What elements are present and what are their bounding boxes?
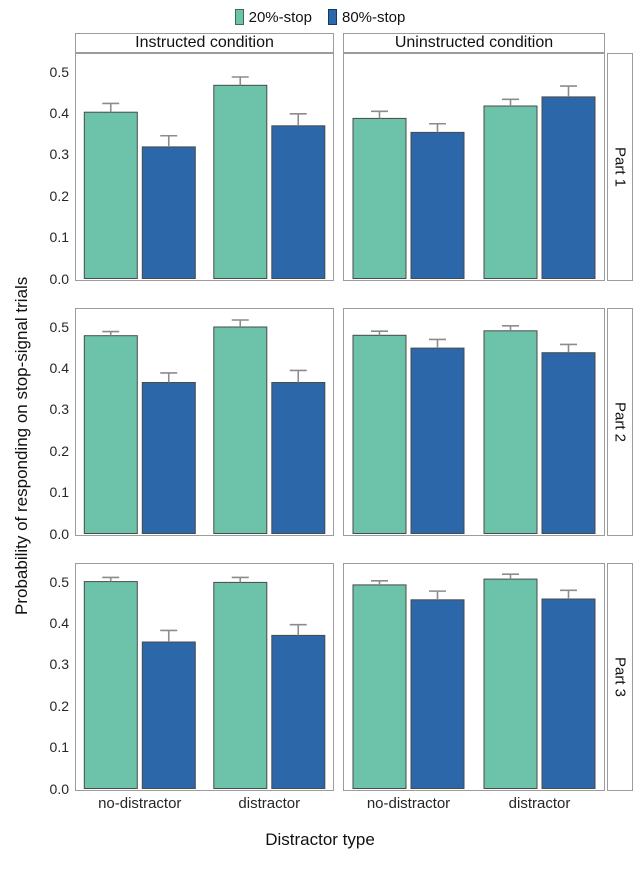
panel-Part 1-Uninstructed condition (343, 53, 605, 281)
bar-20%-stop-distractor (483, 105, 538, 279)
y-tick-label: 0.0 (49, 270, 69, 287)
legend: 20%-stop 80%-stop (0, 6, 640, 28)
legend-label: 80%-stop (342, 8, 406, 26)
bar-20%-stop-distractor (213, 581, 268, 790)
legend-swatch-icon (234, 9, 244, 25)
y-tick-label: 0.3 (49, 656, 69, 673)
x-axis-title: Distractor type (265, 830, 375, 849)
y-tick-label: 0.0 (49, 525, 69, 542)
y-tick-label: 0.4 (49, 614, 69, 631)
bar-80%-stop-no-distractor (141, 382, 196, 534)
facet-row-strip: Part 3 (607, 563, 633, 791)
facet-row-strip: Part 1 (607, 53, 633, 281)
facet-row-strip-label: Part 1 (611, 146, 629, 188)
bar-80%-stop-distractor (541, 96, 596, 280)
y-tick-label: 0.2 (49, 697, 69, 714)
panel-Part 3-Instructed condition (75, 563, 334, 791)
y-tick-label: 0.4 (49, 359, 69, 376)
y-tick-label: 0.1 (49, 484, 69, 501)
y-tick-label: 0.2 (49, 442, 69, 459)
facet-row-strip: Part 2 (607, 308, 633, 536)
bar-80%-stop-distractor (271, 634, 326, 790)
y-tick-label: 0.5 (49, 318, 69, 335)
y-tick-label: 0.5 (49, 573, 69, 590)
facet-col-strip: Instructed condition (75, 33, 334, 53)
bar-20%-stop-distractor (483, 578, 538, 789)
bar-80%-stop-no-distractor (141, 146, 196, 280)
bar-20%-stop-no-distractor (352, 334, 407, 534)
bar-80%-stop-distractor (541, 352, 596, 535)
bar-20%-stop-distractor (213, 84, 268, 279)
facet-row-strip-label: Part 2 (611, 401, 629, 443)
legend-label: 20%-stop (248, 8, 312, 26)
bar-20%-stop-no-distractor (352, 117, 407, 280)
bar-20%-stop-no-distractor (83, 335, 138, 535)
bar-80%-stop-no-distractor (410, 131, 465, 280)
y-axis-title: Probability of responding on stop-signal… (12, 276, 31, 615)
bar-20%-stop-no-distractor (83, 111, 138, 280)
legend-item-20%-stop: 20%-stop (234, 8, 312, 26)
bar-20%-stop-distractor (483, 330, 538, 534)
bar-80%-stop-no-distractor (410, 599, 465, 789)
x-tick-label: no-distractor (98, 795, 182, 812)
panel-Part 2-Uninstructed condition (343, 308, 605, 536)
x-tick-label: no-distractor (366, 795, 451, 812)
bar-80%-stop-no-distractor (141, 641, 196, 789)
y-tick-label: 0.3 (49, 146, 69, 163)
bar-80%-stop-no-distractor (410, 347, 465, 534)
bar-20%-stop-no-distractor (83, 581, 138, 789)
bar-80%-stop-distractor (271, 125, 326, 279)
legend-item-80%-stop: 80%-stop (328, 9, 405, 26)
panel-Part 3-Uninstructed condition (343, 563, 605, 791)
y-tick-label: 0.3 (49, 401, 69, 418)
y-tick-label: 0.4 (49, 104, 69, 121)
panel-Part 2-Instructed condition (75, 308, 334, 536)
panel-Part 1-Instructed condition (75, 53, 334, 281)
bar-80%-stop-distractor (541, 598, 596, 789)
y-tick-label: 0.2 (49, 187, 69, 204)
y-tick-label: 0.1 (49, 739, 69, 756)
bar-80%-stop-distractor (271, 382, 326, 534)
facet-row-strip-label: Part 3 (611, 656, 629, 698)
legend-swatch-icon (328, 9, 337, 25)
bar-20%-stop-no-distractor (352, 584, 407, 790)
y-tick-label: 0.1 (49, 229, 69, 246)
y-tick-label: 0.5 (49, 63, 69, 80)
y-tick-label: 0.0 (49, 780, 69, 797)
facet-col-strip: Uninstructed condition (343, 33, 605, 53)
bar-20%-stop-distractor (213, 326, 268, 534)
x-tick-label: distractor (508, 795, 571, 812)
x-tick-label: distractor (238, 795, 301, 812)
